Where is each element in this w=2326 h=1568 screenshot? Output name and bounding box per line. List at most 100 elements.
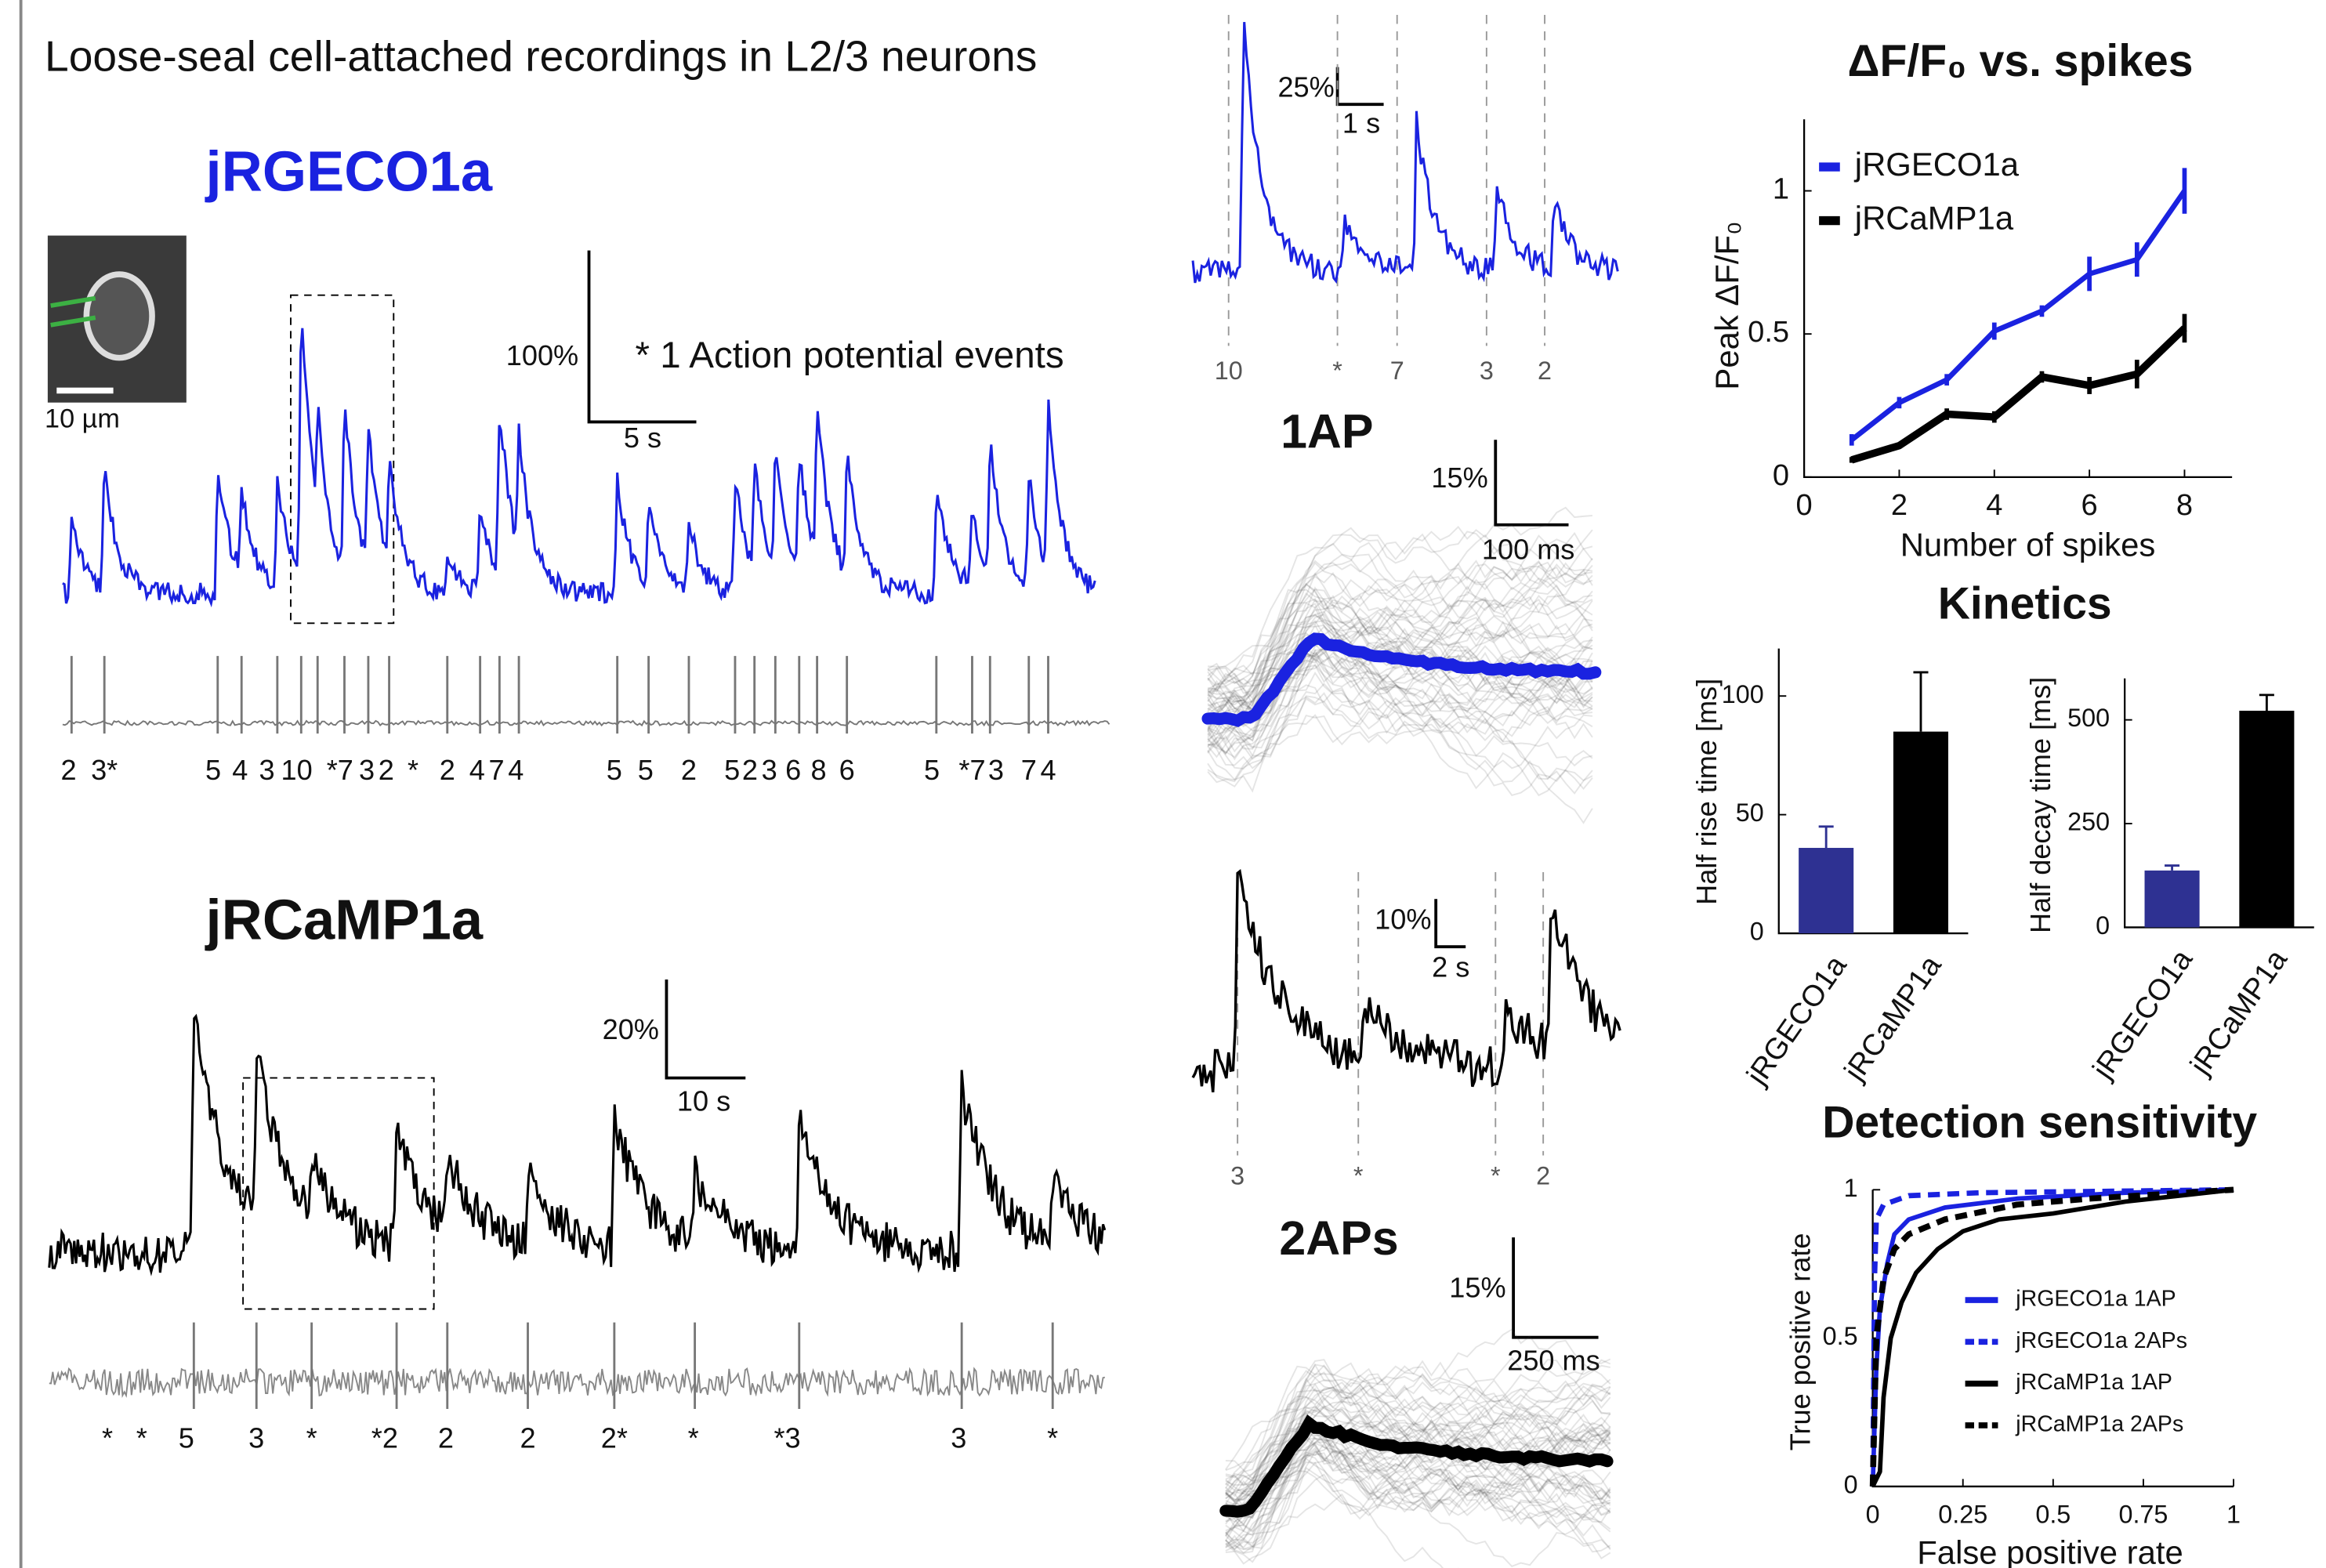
trial-trace [1225,1328,1611,1472]
trial-trace [1207,598,1593,706]
y-tick-label: 0.5 [1823,1322,1858,1350]
scale-bar [587,250,697,424]
trial-trace [1225,1382,1611,1486]
error-bar [2165,864,2180,871]
chart-title: ΔF/F₀ vs. spikes [1847,36,2193,86]
x-tick-label: jRGECO1a [2086,943,2200,1085]
trial-trace [1207,683,1593,770]
trial-trace [1207,620,1593,710]
chart-title: Detection sensitivity [1822,1098,2257,1148]
trial-trace [1225,1376,1611,1501]
y-tick-label: 500 [2067,704,2110,732]
spike-label: 5 [638,754,654,786]
y-axis-label: Peak ΔF/F₀ [1708,222,1745,390]
trial-trace [1207,542,1593,686]
trial-trace [1225,1443,1611,1568]
spike-label: 2 [379,754,394,786]
spike-label: 3 [988,754,1004,786]
chart-title: Kinetics [1938,578,2112,628]
y-axis-label: Half rise time [ms] [1690,679,1723,905]
spike-label: 5 [924,754,940,786]
spike-label: * [688,1421,699,1454]
y-tick-label: 250 [2067,808,2110,836]
scale-bar [1335,67,1384,107]
trial-trace [1207,695,1593,797]
trial-trace [1207,557,1593,700]
mean-trace [1201,632,1602,727]
y-tick-label: 0 [2096,911,2110,940]
panel-title: jRGECO1a [205,141,493,204]
spike-label: 2 [60,754,76,786]
spike-label: 2 [1538,357,1552,385]
trial-trace [1207,639,1593,759]
x-tick-label: jRGECO1a [1741,949,1854,1091]
scale-label: 100 ms [1482,534,1574,566]
trial-trace [1207,599,1593,702]
trial-trace [1225,1376,1610,1493]
spike-label: 4 [1040,754,1056,786]
mean-trace [1219,1414,1614,1518]
spike-label: * [1047,1421,1058,1454]
trial-trace [1207,578,1593,678]
spike-label: 2* [601,1421,628,1454]
y-tick-label: 0 [1750,918,1764,946]
spike-label: 3 [259,754,275,786]
legend-label: jRGECO1a [1853,146,2020,183]
x-axis-label: Number of spikes [1900,526,2156,563]
trial-trace [1225,1441,1611,1535]
spike-label: 3 [1230,1162,1245,1190]
trial-trace [1207,546,1593,699]
trial-trace [1207,642,1593,717]
trial-trace [1207,569,1593,711]
spike-label: *2 [371,1421,398,1454]
trial-trace [1225,1450,1611,1537]
series-line [1870,1187,2234,1487]
x-tick-label: jRCaMP1a [1838,949,1948,1087]
trial-trace [1225,1427,1611,1523]
bar [1893,731,1949,934]
y-tick-label: 0 [1773,459,1789,492]
trace [1191,22,1619,284]
spike-label: 5 [205,754,221,786]
trial-trace [1225,1359,1611,1497]
trial-trace [1225,1401,1611,1495]
trial-trace [1207,534,1593,715]
x-tick-label: 0 [1796,489,1813,522]
scale-bar [1434,899,1466,949]
spike-label: 3 [359,754,375,786]
trial-trace [1207,588,1593,731]
spike-label: 2 [742,754,758,786]
y-tick-label: 50 [1736,798,1764,827]
trial-trace [1207,648,1593,748]
spike-label: 3 [762,754,777,786]
spike-label: 3 [951,1421,966,1454]
trial-trace [1207,571,1593,690]
trial-trace [1225,1469,1611,1526]
spike-label: 5 [724,754,740,786]
trial-trace [1225,1432,1611,1526]
zoom-box [290,294,395,625]
scale-label: 1 s [1342,107,1380,139]
zoom-box [242,1077,435,1310]
spike-label: * [1353,1162,1364,1190]
scale-label: 2 s [1432,951,1469,983]
trace [48,1013,1107,1276]
bar [2144,870,2200,928]
spike-label: *3 [774,1421,800,1454]
trace [1191,868,1621,1093]
trial-trace [1207,655,1593,738]
panel-title: 1AP [1281,405,1373,458]
error-bar [2259,693,2274,712]
series-line [1869,1186,2234,1487]
trial-trace [1225,1476,1611,1565]
spike-label: 7 [489,754,505,786]
trial-trace [1207,527,1593,693]
spike-label: * [136,1421,147,1454]
y-tick-label: 0 [1844,1470,1858,1498]
spike-label: 10 [281,754,313,786]
trial-trace [1207,541,1593,741]
trial-trace [1207,575,1593,722]
trial-trace [1225,1360,1611,1503]
y-tick-label: 100 [1722,680,1764,708]
